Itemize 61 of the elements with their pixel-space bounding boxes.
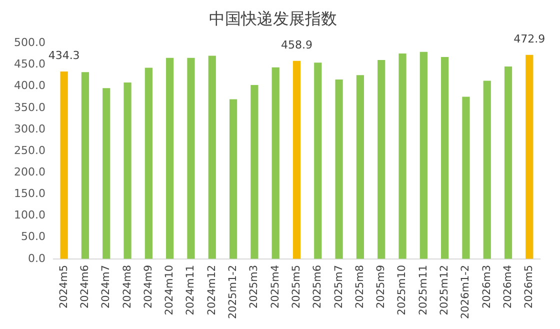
y-tick-label: 100.0 [14,208,46,222]
y-tick-label: 300.0 [14,122,46,136]
y-tick-label: 400.0 [14,79,46,92]
bar [335,79,343,259]
x-tick-label: 2024m6 [78,264,91,309]
data-label: 458.9 [280,38,312,52]
x-tick-label: 2024m5 [58,264,70,309]
x-tick-label: 2026m3 [480,264,493,309]
bar [229,99,238,259]
bar [60,72,68,259]
data-label: 472.9 [514,32,546,46]
bar [526,54,534,259]
y-tick-label: 450.0 [14,58,46,71]
x-tick-label: 2025m8 [354,264,366,309]
bar [81,72,90,259]
bar [483,80,491,259]
bar [378,60,386,259]
bar [462,96,470,259]
y-tick-label: 500.0 [14,36,46,50]
bar [272,67,280,259]
x-tick-label: 2024m11 [184,264,197,316]
x-tick-label: 2025m12 [438,264,451,316]
x-tick-label: 2024m7 [100,264,112,309]
y-tick-label: 50.0 [20,230,46,244]
x-tick-label: 2025m7 [332,264,345,309]
x-tick-label: 2025m1-2 [227,264,240,320]
bar [292,60,301,259]
bar [144,68,152,259]
bar [314,62,322,259]
bar [124,82,132,259]
x-tick-label: 2024m8 [121,264,134,309]
bar [208,56,216,259]
data-label: 434.3 [48,48,80,62]
x-tick-label: 2026m5 [523,264,536,309]
x-tick-label: 2025m10 [396,264,408,316]
bar [187,58,195,259]
bar [420,52,428,259]
y-tick-label: 350.0 [14,100,46,114]
x-tick-label: 2026m1-2 [460,264,472,320]
x-tick-label: 2024m9 [142,264,154,309]
x-tick-label: 2025m3 [248,264,260,309]
x-tick-label: 2025m11 [417,264,430,316]
y-tick-label: 0.0 [28,252,46,265]
y-tick-label: 250.0 [14,144,46,157]
bar [504,66,512,259]
chart-title: 中国快递发展指数 [209,8,337,28]
bar [102,88,110,259]
bar [398,54,406,259]
x-tick-label: 2025m9 [375,264,388,309]
bar [166,58,174,259]
bar [441,57,449,259]
y-tick-label: 200.0 [14,165,46,178]
y-tick-label: 150.0 [14,187,46,200]
x-tick-label: 2025m4 [269,264,282,309]
bar [356,75,364,259]
x-tick-label: 2024m12 [206,264,218,316]
x-tick-label: 2024m10 [164,264,176,316]
x-tick-label: 2025m5 [290,264,302,309]
bar [250,85,258,259]
x-tick-label: 2025m6 [312,264,324,309]
x-tick-label: 2026m4 [502,264,514,309]
